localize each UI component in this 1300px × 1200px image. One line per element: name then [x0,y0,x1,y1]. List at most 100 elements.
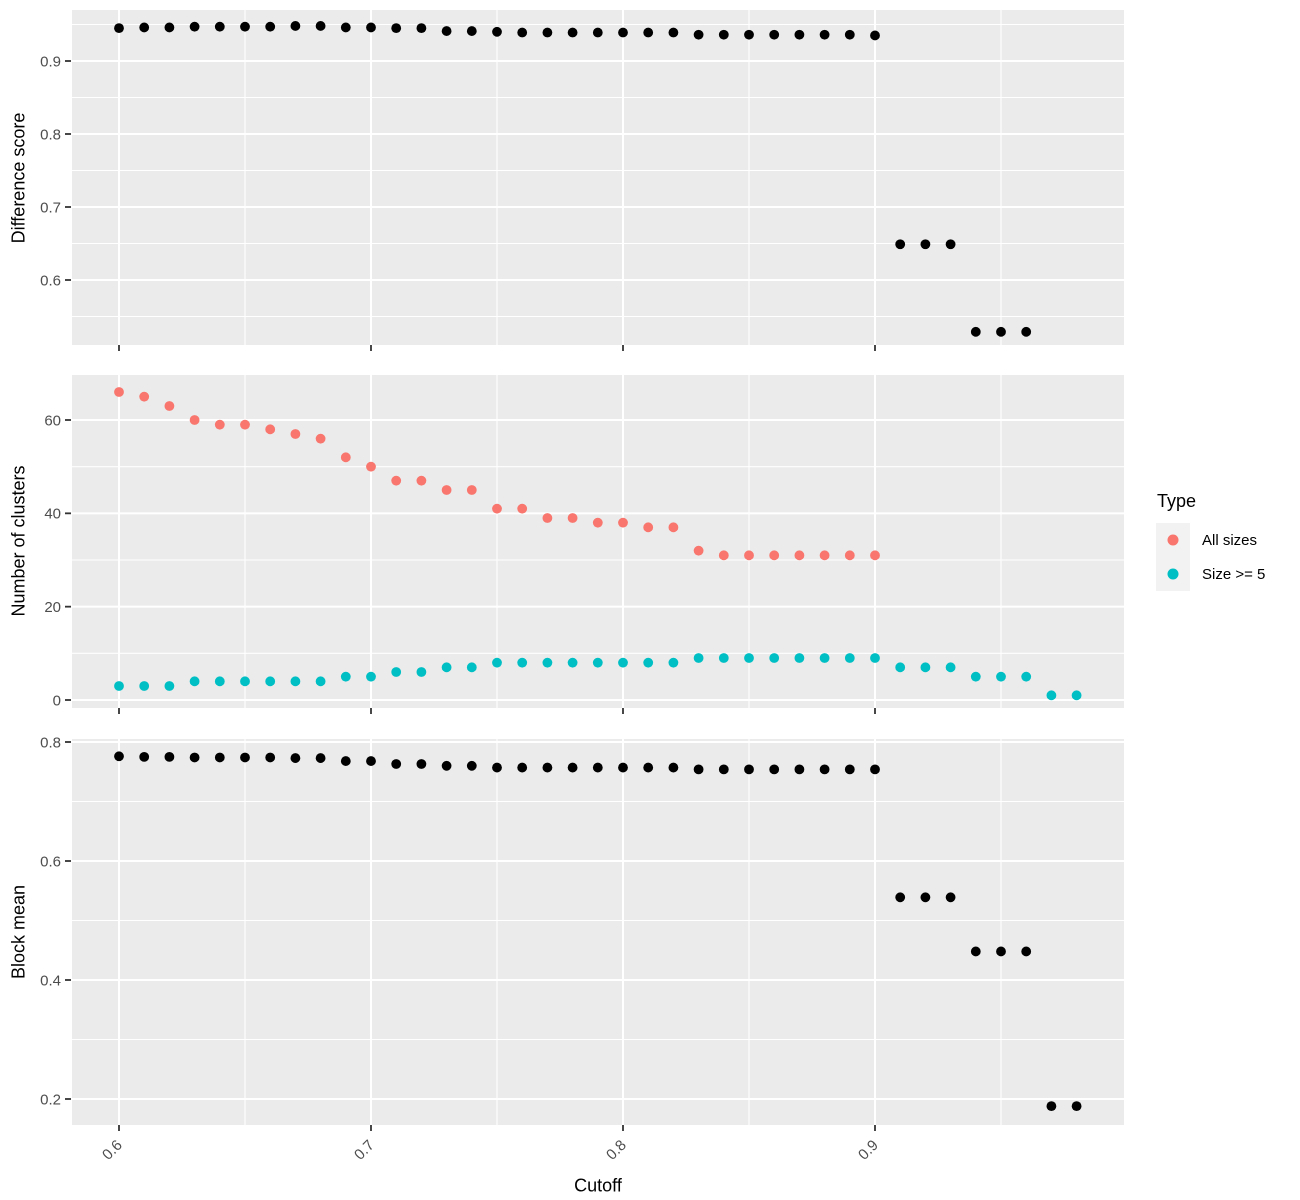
data-point [819,764,830,775]
data-point [466,662,477,673]
legend-item-size-ge-5: Size >= 5 [1156,557,1265,591]
data-point [441,760,452,771]
y-tick-label: 60 [44,412,61,429]
data-point [114,387,124,397]
data-point [567,657,578,668]
data-point [114,23,124,34]
data-point [366,461,376,472]
legend-label: Size >= 5 [1202,565,1266,583]
data-point [164,22,175,33]
data-point [870,550,880,561]
data-point [466,26,477,36]
data-point [114,681,124,691]
data-point [945,892,956,903]
x-tick-label: 0.9 [855,1137,882,1164]
data-point [542,762,553,773]
data-point [895,239,906,250]
data-point [265,752,276,763]
data-point [996,671,1006,682]
data-point [340,756,351,766]
data-point [1021,671,1032,682]
data-point [693,29,704,40]
data-point [819,29,830,40]
data-point [592,517,603,528]
data-point [996,326,1006,337]
y-tick-label: 0 [53,692,61,709]
data-point [240,21,250,32]
data-point [189,752,200,763]
data-point [391,23,402,34]
data-point [240,419,250,430]
data-point [290,429,301,439]
data-point [794,764,805,775]
data-point [164,401,175,411]
y-tick-label: 0.2 [40,1091,61,1108]
y-tick-label: 0.7 [40,199,61,216]
data-point [945,239,956,250]
data-point [618,657,628,668]
data-point [769,653,780,663]
y-tick-label: 0.6 [40,853,61,870]
data-point [214,21,225,32]
data-point [693,545,704,556]
y-tick-label: 0.8 [40,734,61,751]
data-point [214,676,225,687]
data-point [618,762,628,773]
data-point [391,759,402,769]
data-point [970,671,981,682]
data-point [189,676,200,687]
data-point [744,550,754,561]
data-point [139,391,150,402]
data-point [1046,690,1057,701]
y-axis-title-difference-score: Difference score [8,112,29,244]
y-axis-title-block-mean: Block mean [8,884,29,980]
data-point [920,892,931,903]
data-point [265,21,276,32]
x-tick-label: 0.8 [603,1137,630,1164]
data-point [315,676,326,687]
y-tick-label: 20 [44,599,61,616]
y-tick-label: 0.9 [40,53,61,70]
data-point [643,762,654,773]
data-point [567,513,578,523]
data-point [441,485,452,495]
data-point [1021,946,1032,957]
data-point [618,27,628,38]
data-point [290,676,301,687]
y-tick-label: 0.8 [40,126,61,143]
data-point [391,475,402,486]
data-point [870,30,880,41]
data-point [416,23,427,34]
data-point [340,452,351,463]
legend-title: Type [1157,491,1197,511]
data-point [290,753,301,763]
data-point [492,503,502,514]
data-point [517,503,528,514]
data-point [189,415,200,425]
legend-label: All sizes [1202,531,1258,549]
data-point [668,522,679,533]
data-point [920,239,931,250]
data-point [895,662,906,673]
data-point [492,762,502,773]
data-point [492,26,502,37]
data-point [794,653,805,663]
data-point [441,662,452,673]
data-point [366,671,376,682]
legend-key [1156,523,1190,557]
data-point [567,762,578,773]
data-point [366,756,376,766]
y-tick-label: 0.4 [40,972,61,989]
data-point [139,681,150,691]
data-point [466,485,477,495]
data-point [794,550,805,561]
data-point [416,759,427,769]
data-point [340,671,351,682]
size-ge-5-dot-icon [1167,568,1179,580]
data-point [643,657,654,668]
data-point [718,29,729,40]
data-point [416,475,427,486]
data-point [240,752,250,763]
